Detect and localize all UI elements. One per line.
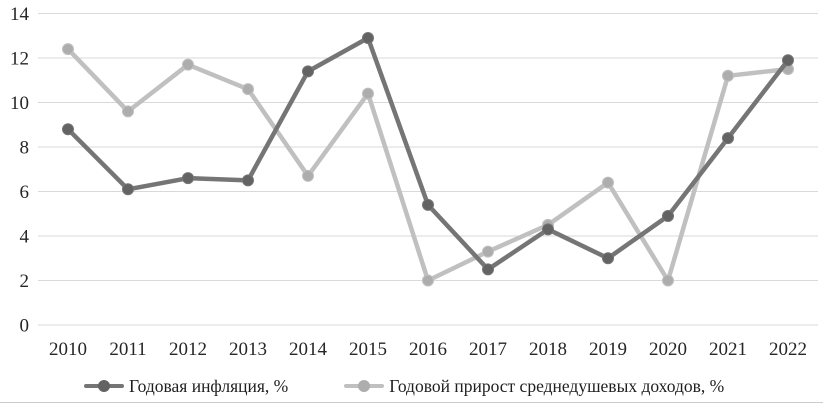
line-marker-icon <box>344 380 385 393</box>
svg-text:2022: 2022 <box>769 339 807 360</box>
legend-label: Годовой прирост среднедушевых доходов, % <box>389 376 725 396</box>
svg-text:2020: 2020 <box>649 339 687 360</box>
svg-text:0: 0 <box>20 316 30 337</box>
svg-text:2014: 2014 <box>289 339 328 360</box>
svg-text:2017: 2017 <box>469 339 507 360</box>
legend-label: Годовая инфляция, % <box>129 376 289 396</box>
chart-legend: Годовая инфляция, % Годовой прирост сред… <box>84 377 724 396</box>
legend-dot-icon <box>358 380 371 393</box>
svg-text:2012: 2012 <box>169 339 207 360</box>
legend-item-inflation: Годовая инфляция, % <box>84 377 288 396</box>
svg-text:12: 12 <box>10 49 29 70</box>
legend-item-income-growth: Годовой прирост среднедушевых доходов, % <box>344 377 724 396</box>
svg-text:4: 4 <box>20 227 30 248</box>
svg-text:10: 10 <box>10 93 29 114</box>
svg-text:2010: 2010 <box>49 339 87 360</box>
svg-text:6: 6 <box>20 182 30 203</box>
svg-text:2019: 2019 <box>589 339 627 360</box>
svg-text:2021: 2021 <box>709 339 747 360</box>
svg-text:2: 2 <box>20 271 30 292</box>
line-marker-icon <box>84 380 124 393</box>
svg-text:2018: 2018 <box>529 339 567 360</box>
svg-text:8: 8 <box>20 138 30 159</box>
svg-text:2015: 2015 <box>349 339 387 360</box>
svg-text:2013: 2013 <box>229 339 267 360</box>
svg-text:14: 14 <box>10 4 30 25</box>
svg-text:2011: 2011 <box>109 339 146 360</box>
legend-dot-icon <box>98 380 110 393</box>
svg-text:2016: 2016 <box>409 339 447 360</box>
